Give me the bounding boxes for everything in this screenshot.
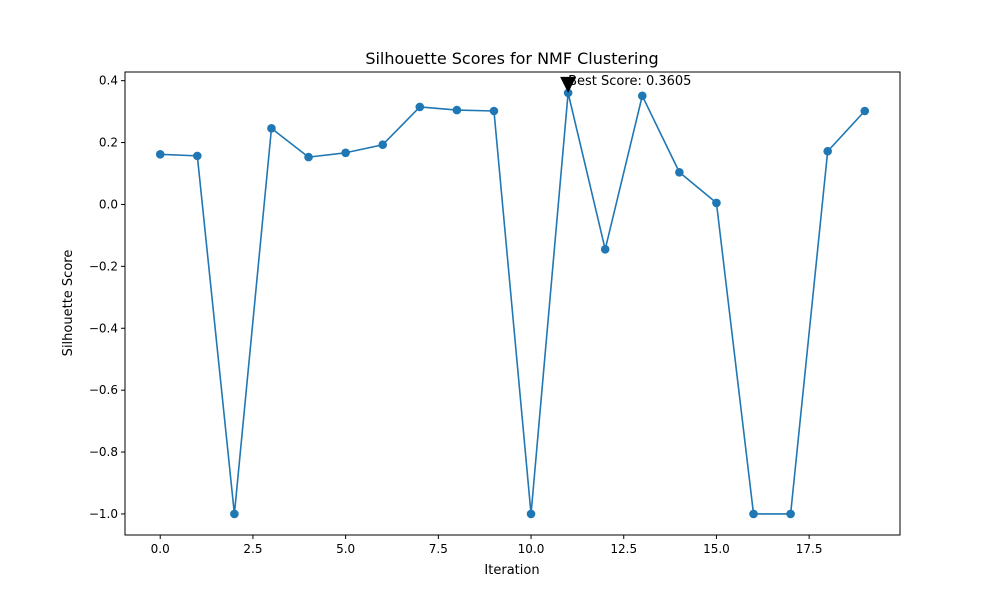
x-axis-ticks: 0.0 2.5 5.0 7.5 10.0 12.5 15.0 17.5 (151, 535, 823, 556)
annotation-layer: Best Score: 0.3605 (560, 74, 691, 93)
chart-title: Silhouette Scores for NMF Clustering (365, 49, 658, 68)
y-tick-label: −0.2 (89, 259, 118, 273)
data-point (452, 105, 462, 115)
x-tick-label: 5.0 (336, 542, 355, 556)
data-point (860, 106, 870, 116)
annotation-label: Best Score: 0.3605 (568, 74, 691, 89)
data-point (415, 102, 425, 112)
data-point (600, 245, 610, 254)
data-point (786, 509, 795, 519)
data-point (823, 146, 832, 156)
x-axis-label: Iteration (484, 563, 539, 578)
data-point (155, 150, 165, 159)
data-point (749, 509, 758, 519)
plot-area-frame (124, 71, 901, 536)
data-point (230, 509, 239, 519)
x-tick-label: 10.0 (518, 542, 545, 556)
x-tick-label: 0.0 (151, 542, 170, 556)
data-point (378, 140, 388, 150)
y-tick-label: −1.0 (89, 507, 118, 521)
data-point (267, 124, 276, 133)
x-tick-label: 12.5 (610, 542, 637, 556)
y-axis-label: Silhouette Score (61, 250, 76, 357)
data-point (637, 91, 647, 101)
y-tick-label: 0.2 (99, 136, 118, 150)
data-point (489, 106, 499, 116)
y-axis-ticks: 0.4 0.2 0.0 −0.2 −0.4 −0.6 −0.8 −1.0 (89, 74, 125, 521)
y-tick-label: 0.0 (99, 197, 118, 211)
y-tick-label: 0.4 (99, 74, 118, 88)
data-point (675, 167, 684, 177)
x-tick-label: 7.5 (429, 542, 448, 556)
data-point (712, 198, 721, 208)
series-layer (155, 88, 870, 519)
y-tick-label: −0.6 (89, 383, 118, 397)
x-tick-label: 2.5 (243, 542, 262, 556)
series-line (160, 92, 866, 515)
x-tick-label: 15.0 (703, 542, 730, 556)
data-point (341, 148, 350, 158)
data-point (304, 152, 313, 162)
y-tick-label: −0.8 (89, 445, 118, 459)
annotation-arrow (560, 76, 577, 93)
data-point (193, 151, 202, 161)
y-tick-label: −0.4 (89, 321, 118, 335)
x-tick-label: 17.5 (796, 542, 823, 556)
data-point (526, 509, 536, 519)
